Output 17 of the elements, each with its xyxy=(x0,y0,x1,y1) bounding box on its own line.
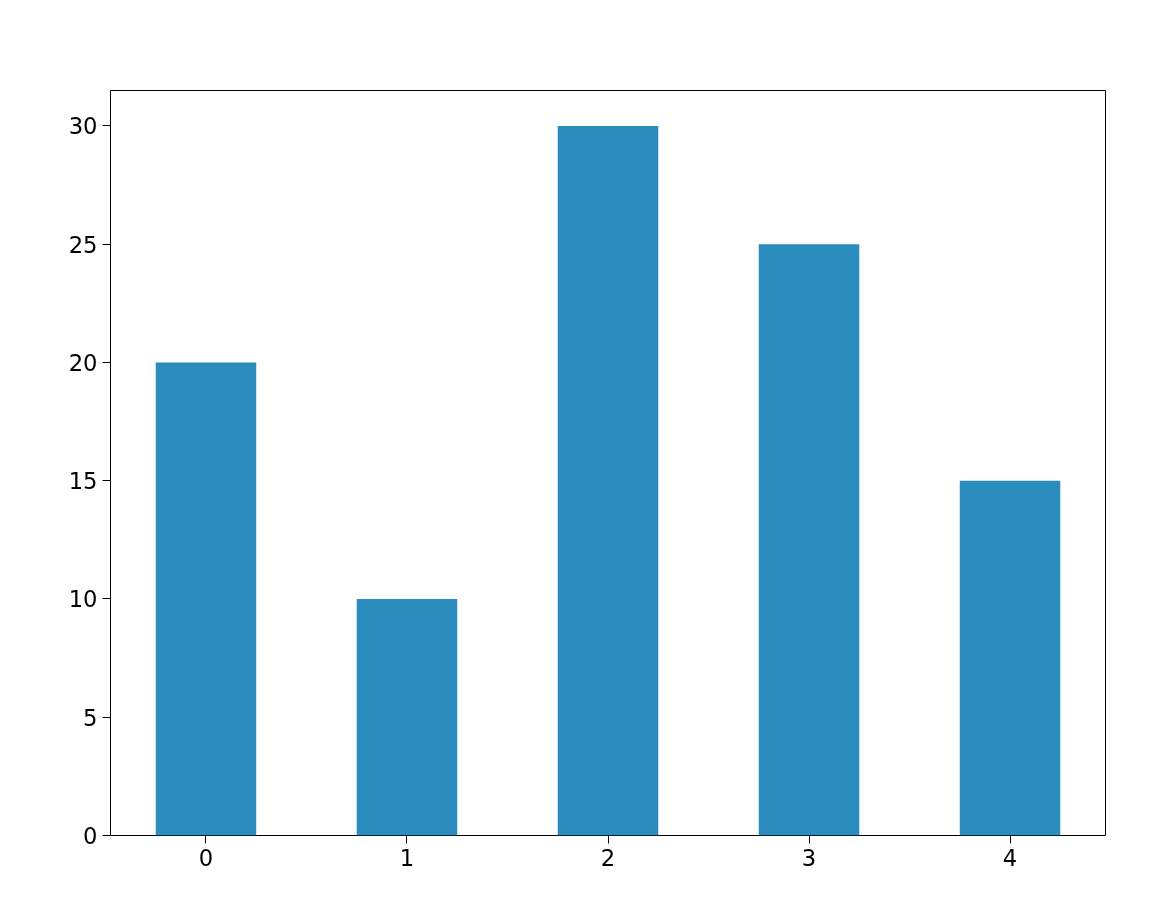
x-tick-label: 0 xyxy=(198,844,214,871)
x-tick-label: 4 xyxy=(1002,844,1018,871)
bar xyxy=(959,480,1061,836)
bar xyxy=(155,362,257,836)
y-tick-label: 10 xyxy=(68,586,98,613)
x-tick-label: 1 xyxy=(399,844,415,871)
bar xyxy=(557,125,659,836)
y-tick-label: 20 xyxy=(68,349,98,376)
bar xyxy=(356,598,458,836)
y-tick-label: 15 xyxy=(68,468,98,495)
y-tick-label: 30 xyxy=(68,113,98,140)
y-tick-label: 25 xyxy=(68,231,98,258)
y-tick-label: 0 xyxy=(83,823,98,849)
y-tick-label: 5 xyxy=(83,704,98,731)
x-tick-label: 2 xyxy=(600,844,616,871)
bar xyxy=(758,244,860,836)
x-tick-label: 3 xyxy=(801,844,817,871)
